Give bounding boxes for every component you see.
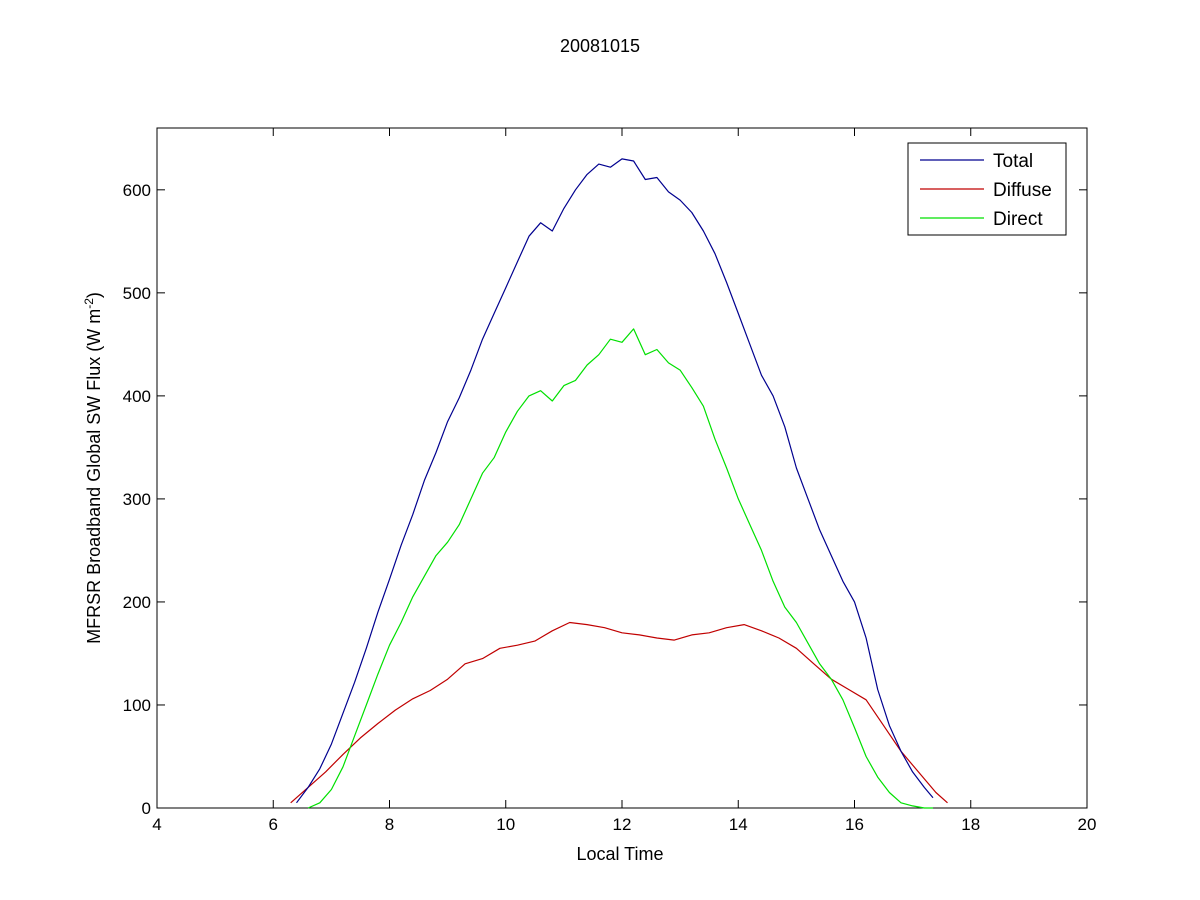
chart-title: 20081015	[560, 36, 640, 56]
y-tick-label: 100	[123, 696, 151, 715]
x-tick-label: 10	[496, 815, 515, 834]
legend-label-direct: Direct	[993, 209, 1043, 230]
y-axis-label-main: MFRSR Broadband Global SW Flux (W m	[84, 309, 104, 644]
x-tick-label: 14	[729, 815, 748, 834]
y-axis-label-close: )	[84, 292, 104, 298]
y-tick-label: 600	[123, 181, 151, 200]
y-axis-label-superscript: -2	[82, 298, 96, 309]
series-line-total	[296, 158, 934, 804]
y-tick-label: 500	[123, 284, 151, 303]
x-tick-label: 16	[845, 815, 864, 834]
x-tick-label: 4	[152, 815, 161, 834]
y-tick-label: 200	[123, 593, 151, 612]
series-line-diffuse	[290, 621, 948, 804]
series-line-direct	[307, 328, 933, 809]
series-layer	[290, 158, 948, 809]
y-tick-label: 400	[123, 387, 151, 406]
x-tick-label: 18	[961, 815, 980, 834]
x-tick-label: 6	[269, 815, 278, 834]
y-axis-label: MFRSR Broadband Global SW Flux (W m-2)	[82, 292, 104, 644]
y-tick-label: 300	[123, 490, 151, 509]
plot-area	[156, 127, 1088, 809]
x-tick-label: 20	[1078, 815, 1097, 834]
legend-label-diffuse: Diffuse	[993, 180, 1052, 201]
x-axis-label: Local Time	[576, 844, 663, 864]
legend-label-total: Total	[993, 151, 1033, 172]
x-tick-label: 12	[613, 815, 632, 834]
legend: Total Diffuse Direct	[907, 142, 1067, 236]
y-tick-label: 0	[142, 799, 151, 818]
x-tick-label: 8	[385, 815, 394, 834]
